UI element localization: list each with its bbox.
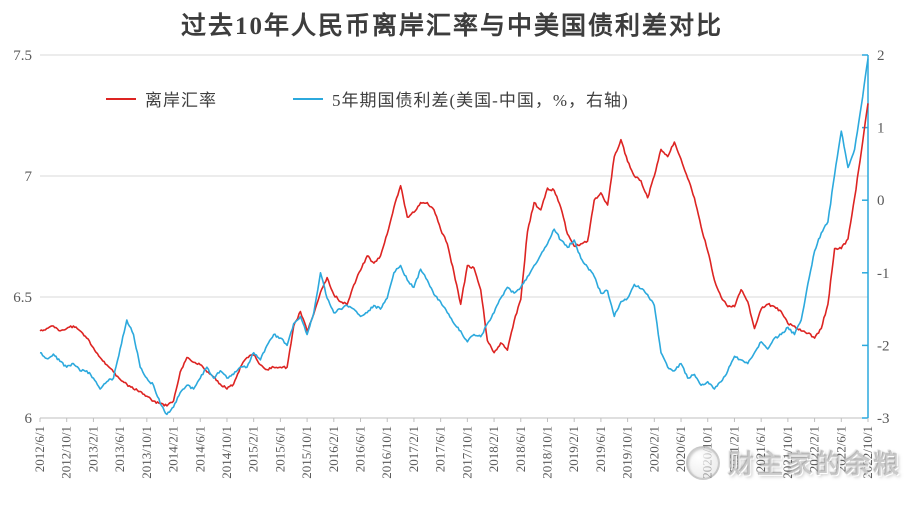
chart-legend: 离岸汇率 5年期国债利差(美国-中国，%，右轴) (106, 86, 629, 111)
x-axis-tick-label: 2015/2/1 (246, 426, 261, 472)
x-axis-tick-label: 2020/2/1 (646, 426, 661, 472)
x-axis-tick-label: 2022/2/1 (807, 426, 822, 472)
x-axis-tick-label: 2022/10/1 (860, 426, 875, 479)
legend-label-yield-spread: 5年期国债利差(美国-中国，%，右轴) (332, 91, 629, 110)
x-axis-tick-label: 2017/6/1 (433, 426, 448, 472)
x-axis-tick-label: 2017/2/1 (406, 426, 421, 472)
x-axis-tick-label: 2017/10/1 (459, 426, 474, 479)
left-axis-tick-label: 7 (25, 169, 33, 185)
x-axis-tick-label: 2015/6/1 (272, 426, 287, 472)
x-axis-tick-label: 2016/6/1 (353, 426, 368, 472)
left-axis-tick-label: 6 (25, 411, 33, 427)
x-axis-tick-label: 2019/2/1 (566, 426, 581, 472)
x-axis-tick-label: 2016/10/1 (379, 426, 394, 479)
legend-item-yield-spread[interactable]: 5年期国债利差(美国-中国，%，右轴) (293, 86, 629, 111)
x-axis-tick-label: 2019/10/1 (620, 426, 635, 479)
x-axis-tick-label: 2021/6/1 (753, 426, 768, 472)
yield-spread-line-swatch-icon (293, 97, 323, 100)
x-axis-tick-label: 2019/6/1 (593, 426, 608, 472)
yield-spread-line (39, 58, 869, 416)
x-axis-tick-label: 2021/2/1 (726, 426, 741, 472)
right-axis-tick-label: 1 (877, 121, 885, 137)
left-axis-tick-label: 7.5 (13, 48, 32, 64)
watermark-text: 财主家的余粮 (728, 450, 903, 479)
panda-badge-icon (686, 445, 720, 480)
x-axis-tick-label: 2012/6/1 (32, 426, 47, 472)
offshore-rate-line (39, 103, 869, 407)
x-axis-tick-label: 2014/10/1 (219, 426, 234, 479)
x-axis-tick-label: 2015/10/1 (299, 426, 314, 479)
x-axis-tick-label: 2021/10/1 (780, 426, 795, 479)
left-axis-tick-label: 6.5 (13, 290, 32, 306)
x-axis-tick-label: 2014/2/1 (166, 426, 181, 472)
x-axis-tick-label: 2016/2/1 (326, 426, 341, 472)
x-axis-tick-label: 2013/2/1 (85, 426, 100, 472)
legend-label-offshore-rate: 离岸汇率 (145, 91, 217, 110)
chart-title: 过去10年人民币离岸汇率与中美国债利差对比 (180, 13, 723, 40)
x-axis-tick-label: 2013/6/1 (112, 426, 127, 472)
x-axis-tick-label: 2012/10/1 (59, 426, 74, 479)
right-axis-tick-label: 0 (877, 193, 885, 209)
right-axis-tick-label: -1 (877, 266, 890, 282)
right-axis-tick-label: -2 (877, 338, 890, 354)
x-axis-tick-label: 2020/6/1 (673, 426, 688, 472)
x-axis-tick-label: 2018/6/1 (513, 426, 528, 472)
right-axis-tick-label: -3 (877, 411, 890, 427)
right-axis-tick-label: 2 (877, 48, 885, 64)
x-axis-tick-label: 2018/10/1 (539, 426, 554, 479)
x-axis-tick-label: 2014/6/1 (192, 426, 207, 472)
x-axis-tick-label: 2013/10/1 (139, 426, 154, 479)
x-axis-tick-label: 2018/2/1 (486, 426, 501, 472)
watermark: 财主家的余粮 (686, 444, 902, 481)
legend-item-offshore-rate[interactable]: 离岸汇率 (106, 86, 217, 111)
offshore-rate-line-swatch-icon (106, 97, 136, 100)
x-axis-tick-label: 2022/6/1 (833, 426, 848, 472)
